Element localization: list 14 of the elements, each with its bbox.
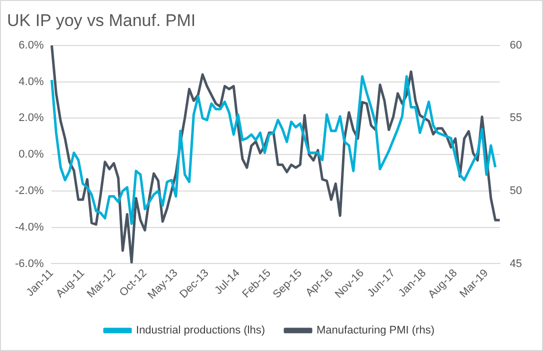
y2-tick-label: 50 <box>510 184 522 197</box>
y-tick-label: 4.0% <box>18 76 44 88</box>
y-tick-label: -2.0% <box>14 184 44 197</box>
legend-label: Industrial productions (lhs) <box>136 324 266 337</box>
legend-label: Manufacturing PMI (rhs) <box>316 324 434 337</box>
y-tick-label: -6.0% <box>14 258 44 270</box>
y2-tick-label: 55 <box>510 112 522 124</box>
y-tick-label: 2.0% <box>18 112 44 124</box>
chart-title: UK IP yoy vs Manuf. PMI <box>7 10 196 30</box>
y-tick-label: -4.0% <box>14 221 44 234</box>
y2-tick-label: 60 <box>510 39 522 52</box>
y-tick-label: 0.0% <box>18 148 44 161</box>
y-tick-label: 6.0% <box>18 39 44 52</box>
y2-tick-label: 45 <box>510 258 522 270</box>
